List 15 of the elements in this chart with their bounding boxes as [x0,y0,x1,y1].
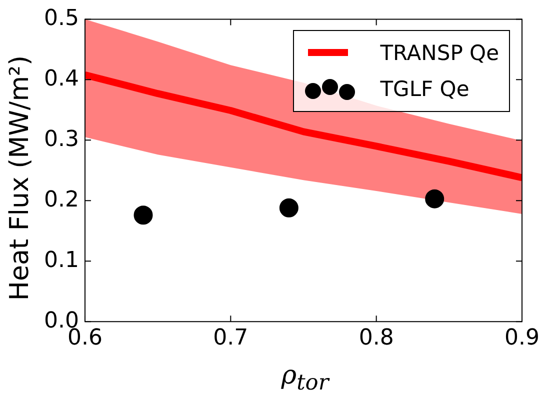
point [425,189,444,208]
y-tick-label: 0.4 [44,66,79,92]
y-tick-label: 0.3 [44,126,79,152]
x-tick-label: 0.8 [358,326,394,351]
x-tick-label: 0.7 [213,326,248,351]
y-tick-label: 0.2 [44,187,79,212]
point [279,198,298,218]
y-axis-title: Heat Flux (MW/m²) [5,55,35,301]
y-tick-label: 0.5 [44,6,79,31]
legend-label: TRANSP Qe [380,41,499,65]
legend-label: TGLF Qe [380,77,470,101]
point [134,206,153,225]
x-axis-title: ρ$_{tor}$ [281,360,329,396]
x-tick-label: 0.9 [504,326,540,351]
y-tick-label: 0.1 [44,248,79,273]
